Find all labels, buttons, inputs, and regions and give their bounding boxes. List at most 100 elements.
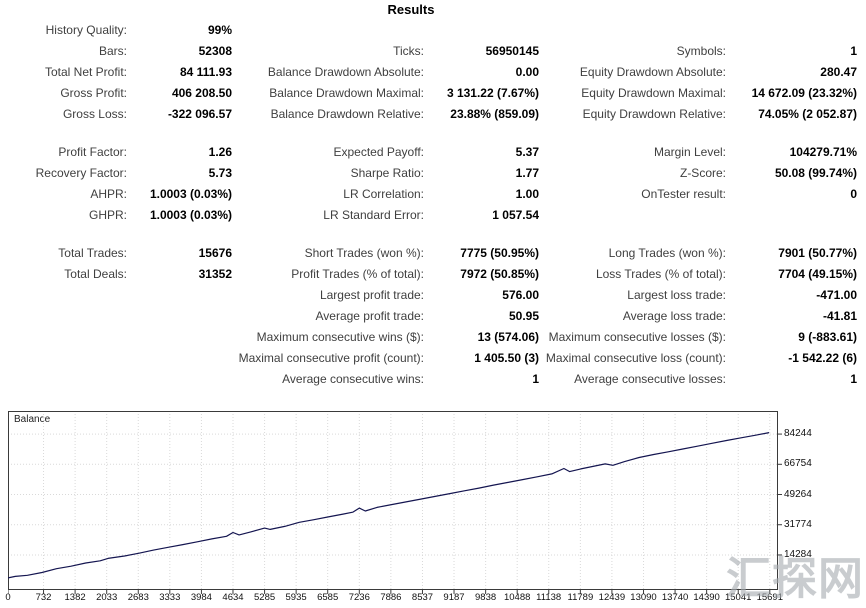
stat-label: Gross Profit:	[60, 86, 127, 100]
stats-row: Largest profit trade: 576.00 Largest loss …	[0, 285, 866, 306]
stat-value	[127, 369, 232, 390]
stats-row: GHPR: 1.0003 (0.03%) LR Standard Error: 1 0…	[0, 205, 866, 226]
stat-label: Maximum consecutive losses ($):	[548, 330, 726, 344]
stat-label: GHPR:	[88, 208, 127, 222]
stat-value: 74.05% (2 052.87)	[758, 107, 857, 121]
stat-value: 9 (-883.61)	[798, 330, 857, 344]
stat-label: Maximal consecutive profit (count):	[238, 351, 424, 365]
stat-value: 1 057.54	[492, 208, 539, 222]
stats-row: Gross Profit: 406 208.50 Balance Drawdown …	[0, 83, 866, 104]
stat-value: -322 096.57	[167, 107, 232, 121]
stat-value: 7775 (50.95%)	[460, 246, 539, 260]
stat-value: 280.47	[820, 65, 857, 79]
stat-label: Largest profit trade:	[319, 288, 424, 302]
x-tick-label: 3333	[159, 592, 181, 603]
stat-label: Total Net Profit:	[44, 65, 127, 79]
stat-value: 15676	[198, 246, 232, 260]
stat-label: Equity Drawdown Absolute:	[579, 65, 726, 79]
x-tick-label: 0	[5, 592, 11, 603]
stat-value: 7704 (49.15%)	[778, 267, 857, 281]
stat-value: 50.08 (99.74%)	[774, 166, 857, 180]
stats-row: Total Net Profit: 84 111.93 Balance Drawdo…	[0, 62, 866, 83]
stat-value: -471.00	[816, 288, 857, 302]
stat-value: 5.37	[515, 145, 539, 159]
stat-value	[127, 348, 232, 369]
x-tick-label: 15691	[756, 592, 784, 603]
x-tick-label: 14390	[693, 592, 720, 603]
stat-label: AHPR:	[90, 187, 127, 201]
stat-label: Symbols:	[676, 44, 726, 58]
stat-label: LR Standard Error:	[323, 208, 424, 222]
stat-value: 84 111.93	[179, 65, 232, 79]
stat-value: 1.77	[515, 166, 539, 180]
x-tick-label: 1382	[64, 592, 86, 603]
stat-value	[127, 327, 232, 348]
stat-value: 0	[850, 187, 857, 201]
y-tick-label: 49264	[784, 488, 812, 500]
stat-label: Long Trades (won %):	[608, 246, 726, 260]
stat-label: Sharpe Ratio:	[350, 166, 424, 180]
stat-label: Loss Trades (% of total):	[595, 267, 726, 281]
stat-label	[0, 348, 127, 369]
stats-row: Bars: 52308 Ticks: 56950145 Symbols: 1	[0, 41, 866, 62]
chart-series-label: Balance	[14, 414, 51, 425]
stats-row: Maximum consecutive wins ($): 13 (574.06)…	[0, 327, 866, 348]
y-tick-label: 84244	[784, 428, 812, 440]
stat-label: Equity Drawdown Relative:	[582, 107, 726, 121]
stat-value: 576.00	[502, 288, 539, 302]
stats-section-3: Total Trades: 15676 Short Trades (won %): 7…	[0, 243, 866, 390]
stats-row: Profit Factor: 1.26 Expected Payoff: 5.37 Ma…	[0, 142, 866, 163]
stat-value: 104279.71%	[789, 145, 857, 159]
stat-label	[0, 327, 127, 348]
x-tick-label: 12439	[598, 592, 626, 603]
x-tick-label: 10488	[503, 592, 531, 603]
stat-value: 56950145	[485, 44, 539, 58]
x-tick-label: 2683	[127, 592, 149, 603]
y-tick-label: 66754	[784, 458, 812, 470]
x-tick-label: 15041	[724, 592, 752, 603]
stat-value: 1.0003 (0.03%)	[149, 208, 232, 222]
stats-row: Gross Loss: -322 096.57 Balance Drawdown R…	[0, 104, 866, 125]
stat-value: 1.00	[515, 187, 539, 201]
stat-label: Maximal consecutive loss (count):	[545, 351, 726, 365]
stats-row: Total Trades: 15676 Short Trades (won %): 7…	[0, 243, 866, 264]
site-watermark: 汇探网	[726, 553, 865, 604]
stats-row: AHPR: 1.0003 (0.03%) LR Correlation: 1.00 On…	[0, 184, 866, 205]
stat-label: Balance Drawdown Absolute:	[267, 65, 424, 79]
x-tick-label: 11789	[567, 592, 594, 603]
chart-y-axis: 14284 31774 49264 66754 84244	[784, 411, 864, 590]
x-tick-label: 7886	[380, 592, 402, 603]
stat-label: Margin Level:	[653, 145, 726, 159]
stat-value: 1.26	[208, 145, 232, 159]
stats-row: Average profit trade: 50.95 Average loss t…	[0, 306, 866, 327]
stat-label: Average consecutive wins:	[282, 372, 424, 386]
x-tick-label: 2033	[96, 592, 118, 603]
stat-value: 13 (574.06)	[477, 330, 539, 344]
stat-value	[127, 285, 232, 306]
stat-value: 7901 (50.77%)	[778, 246, 857, 260]
stats-row: Recovery Factor: 5.73 Sharpe Ratio: 1.77 Z-S…	[0, 163, 866, 184]
stat-value: 99%	[207, 23, 232, 37]
stat-value: 31352	[198, 267, 232, 281]
x-tick-label: 7236	[348, 592, 370, 603]
stat-label	[539, 205, 726, 226]
x-tick-label: 4634	[222, 592, 244, 603]
x-tick-label: 13740	[661, 592, 689, 603]
stat-value: 0.00	[515, 65, 539, 79]
stats-row: Maximal consecutive profit (count): 1 405…	[0, 348, 866, 369]
stat-label	[0, 306, 127, 327]
stat-value: 3 131.22 (7.67%)	[446, 86, 539, 100]
stat-value	[424, 20, 539, 41]
stat-label	[539, 20, 726, 41]
stat-value: 1	[850, 372, 857, 386]
stat-label	[0, 369, 127, 390]
stat-value	[726, 205, 857, 226]
stat-value: 1	[532, 372, 539, 386]
x-tick-label: 13090	[630, 592, 657, 603]
stat-value: 1	[850, 44, 857, 58]
x-tick-label: 732	[35, 592, 52, 603]
stat-label: Average loss trade:	[622, 309, 726, 323]
stat-value: -1 542.22 (6)	[788, 351, 857, 365]
page-title: Results	[387, 2, 435, 17]
x-tick-label: 8537	[411, 592, 434, 603]
